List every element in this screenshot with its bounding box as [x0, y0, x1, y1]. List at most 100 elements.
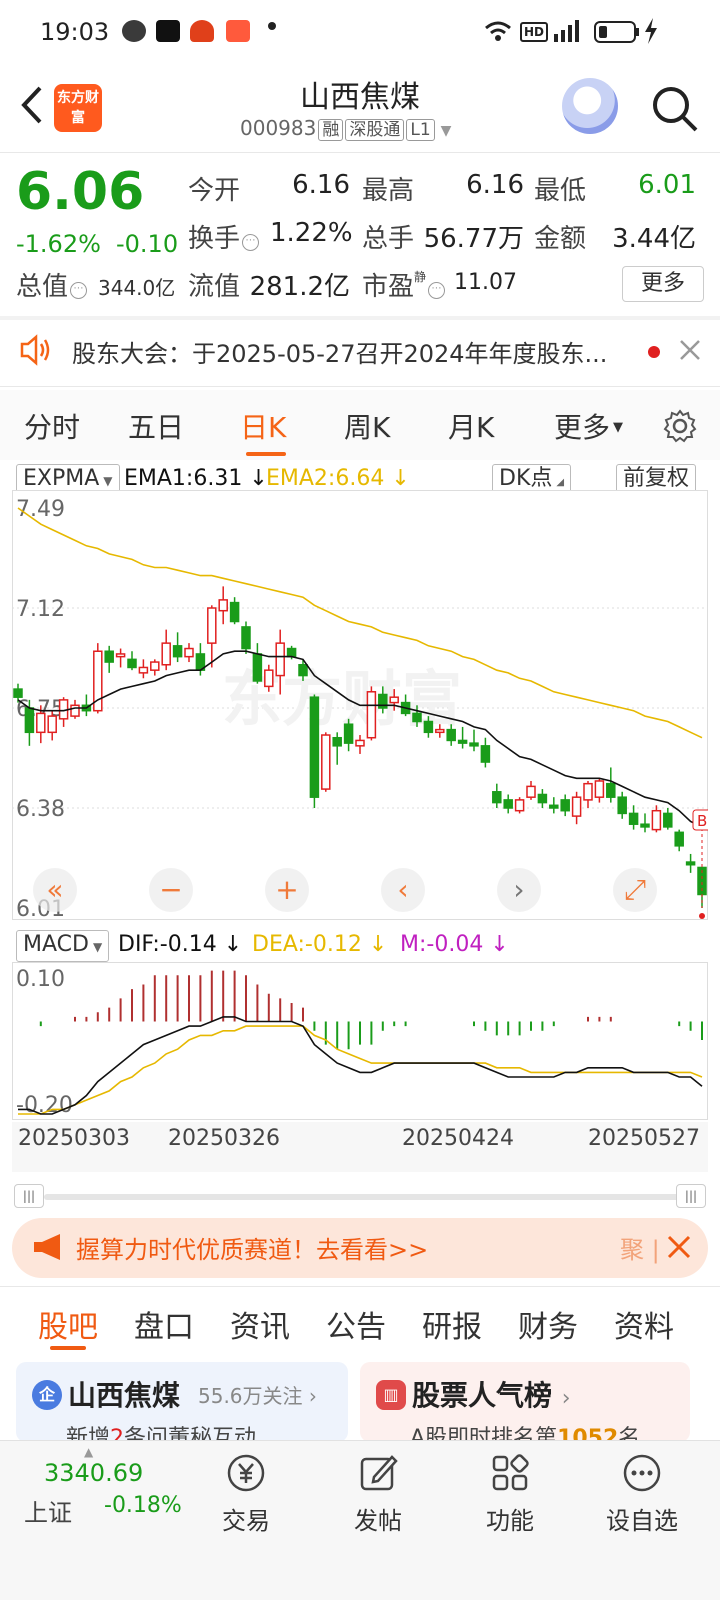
nav-functions[interactable]: 功能 [460, 1451, 560, 1536]
index-value[interactable]: 3340.69 [44, 1459, 144, 1487]
candle-body [13, 688, 23, 698]
tab-order-book[interactable]: 盘口 [134, 1310, 194, 1345]
candle-body [241, 626, 251, 650]
fast-backward-icon[interactable]: « [33, 868, 77, 912]
nav-add-watchlist[interactable]: 设自选 [592, 1451, 692, 1536]
index-name[interactable]: 上证 [24, 1499, 72, 1527]
stock-name: 山西焦煤 [300, 80, 420, 115]
active-tab-indicator [246, 452, 286, 456]
low-label: 最低 [534, 176, 587, 206]
sub-indicator-select[interactable]: MACD ▼ [16, 930, 110, 962]
macd-chart[interactable]: 0.10-0.20 [12, 962, 708, 1120]
gear-icon[interactable] [662, 408, 698, 444]
ad-banner[interactable]: 握算力时代优质赛道！去看看>> 聚 | [12, 1218, 708, 1278]
m-value: M:-0.04 ↓ [400, 932, 509, 957]
candle-body [378, 693, 388, 709]
prev-icon[interactable]: ‹ [381, 868, 425, 912]
candle-body [674, 831, 684, 847]
status-time: 19:03 [40, 18, 110, 46]
tab-finance[interactable]: 财务 [518, 1310, 578, 1345]
search-button[interactable] [650, 84, 700, 134]
status-bar: 19:03 HD [0, 0, 720, 64]
tab-five-day[interactable]: 五日 [128, 411, 185, 444]
tab-intraday[interactable]: 分时 [24, 411, 81, 444]
candle-body [514, 799, 525, 812]
toolbar-glyph: ‹ [397, 873, 408, 906]
ema2-value: EMA2:6.64 ↓ [266, 466, 410, 491]
buy-signal-label: B [697, 812, 707, 830]
signal-icon [554, 20, 579, 42]
nav-trade[interactable]: 交易 [196, 1451, 296, 1536]
info-icon[interactable]: ⋯ [70, 282, 88, 299]
info-icon[interactable]: ⋯ [428, 282, 446, 299]
chevron-right-icon: › [561, 1386, 571, 1411]
grid-icon [492, 1454, 529, 1491]
tab-forum[interactable]: 股吧 [38, 1310, 98, 1345]
toolbar-button-bg [497, 868, 541, 912]
expand-caret-icon[interactable]: ▲ [84, 1445, 94, 1459]
tab-weekly-k[interactable]: 周K [344, 411, 391, 444]
info-icon[interactable]: ⋯ [242, 234, 260, 251]
stock-code: 000983 [240, 116, 317, 140]
sub-indicator-row: MACD ▼ DIF:-0.14 ↓ DEA:-0.12 ↓ M:-0.04 ↓ [0, 928, 720, 964]
candle-body [343, 723, 354, 744]
current-price: 6.06 [16, 162, 145, 222]
tab-announcements[interactable]: 公告 [326, 1310, 386, 1345]
tab-monthly-k[interactable]: 月K [448, 411, 495, 444]
candle-body [355, 739, 365, 747]
nav-post[interactable]: 发帖 [328, 1451, 428, 1536]
candle-body [332, 736, 342, 747]
change-amount: -0.10 [116, 230, 179, 258]
low-value: 6.01 [638, 170, 696, 200]
fullscreen-icon[interactable]: ⤢ [613, 868, 657, 912]
toolbar-button-bg [265, 868, 309, 912]
candle-body [104, 650, 114, 663]
ad-text-tail: 聚 | [620, 1236, 660, 1264]
tab-more[interactable]: 更多 ▼ [554, 411, 624, 444]
slider-handle-right[interactable]: ||| [676, 1184, 706, 1208]
candle-body [651, 809, 662, 831]
nav-label: 设自选 [606, 1507, 678, 1535]
adjust-button[interactable]: 前复权 [616, 464, 697, 494]
candle-body [560, 799, 570, 812]
toolbar-glyph: − [159, 873, 182, 906]
y-tick-label: 0.10 [16, 967, 65, 992]
candle-body [172, 645, 183, 658]
more-icon [623, 1454, 661, 1492]
candle-body [218, 599, 228, 612]
more-quote-button[interactable]: 更多 [622, 266, 704, 302]
chart-range-slider[interactable]: ||| ||| [14, 1184, 706, 1210]
follower-count: 55.6万关注 › [198, 1384, 317, 1408]
caret-down-icon: ▼ [613, 420, 624, 435]
zoom-in-icon[interactable]: + [265, 868, 309, 912]
y-tick-label: 7.49 [16, 497, 65, 522]
back-button[interactable] [14, 80, 54, 130]
nav-label: 功能 [486, 1507, 534, 1535]
more-notifications-icon [268, 22, 276, 30]
tab-news[interactable]: 资讯 [230, 1310, 290, 1345]
index-change[interactable]: -0.18% [104, 1493, 182, 1518]
popularity-card[interactable]: ▥ 股票人气榜 › A股即时排名第1052名 [360, 1362, 690, 1442]
tab-profile[interactable]: 资料 [614, 1310, 674, 1345]
notice-bar[interactable]: 股东大会：于2025-05-27召开2024年年度股东... [0, 318, 720, 384]
tab-daily-k[interactable]: 日K [240, 411, 287, 444]
popularity-card-subtitle: A股即时排名第1052名 [410, 1426, 641, 1442]
close-icon[interactable] [674, 334, 706, 366]
candle-body [617, 796, 627, 815]
close-icon[interactable] [664, 1232, 694, 1262]
company-card[interactable]: 企 山西焦煤 55.6万关注 › 新增2条问董秘互动 [16, 1362, 348, 1442]
wifi-icon [485, 21, 511, 41]
chevron-down-icon[interactable]: ▼ [440, 123, 452, 139]
zoom-out-icon[interactable]: − [149, 868, 193, 912]
unread-dot [648, 346, 660, 358]
next-icon[interactable]: › [497, 868, 541, 912]
slider-handle-left[interactable]: ||| [14, 1184, 44, 1208]
nav-label: 交易 [222, 1507, 270, 1535]
ai-assistant-button[interactable] [562, 78, 618, 134]
quote-panel: 6.06 -1.62% -0.10 总值 ⋯ 344.0亿 今开 6.16 最高 … [0, 154, 720, 312]
market-cap-label: 总值 ⋯ [16, 266, 88, 303]
tag-margin: 融 [318, 119, 344, 141]
candle-body [594, 780, 605, 798]
tab-research[interactable]: 研报 [422, 1310, 482, 1345]
